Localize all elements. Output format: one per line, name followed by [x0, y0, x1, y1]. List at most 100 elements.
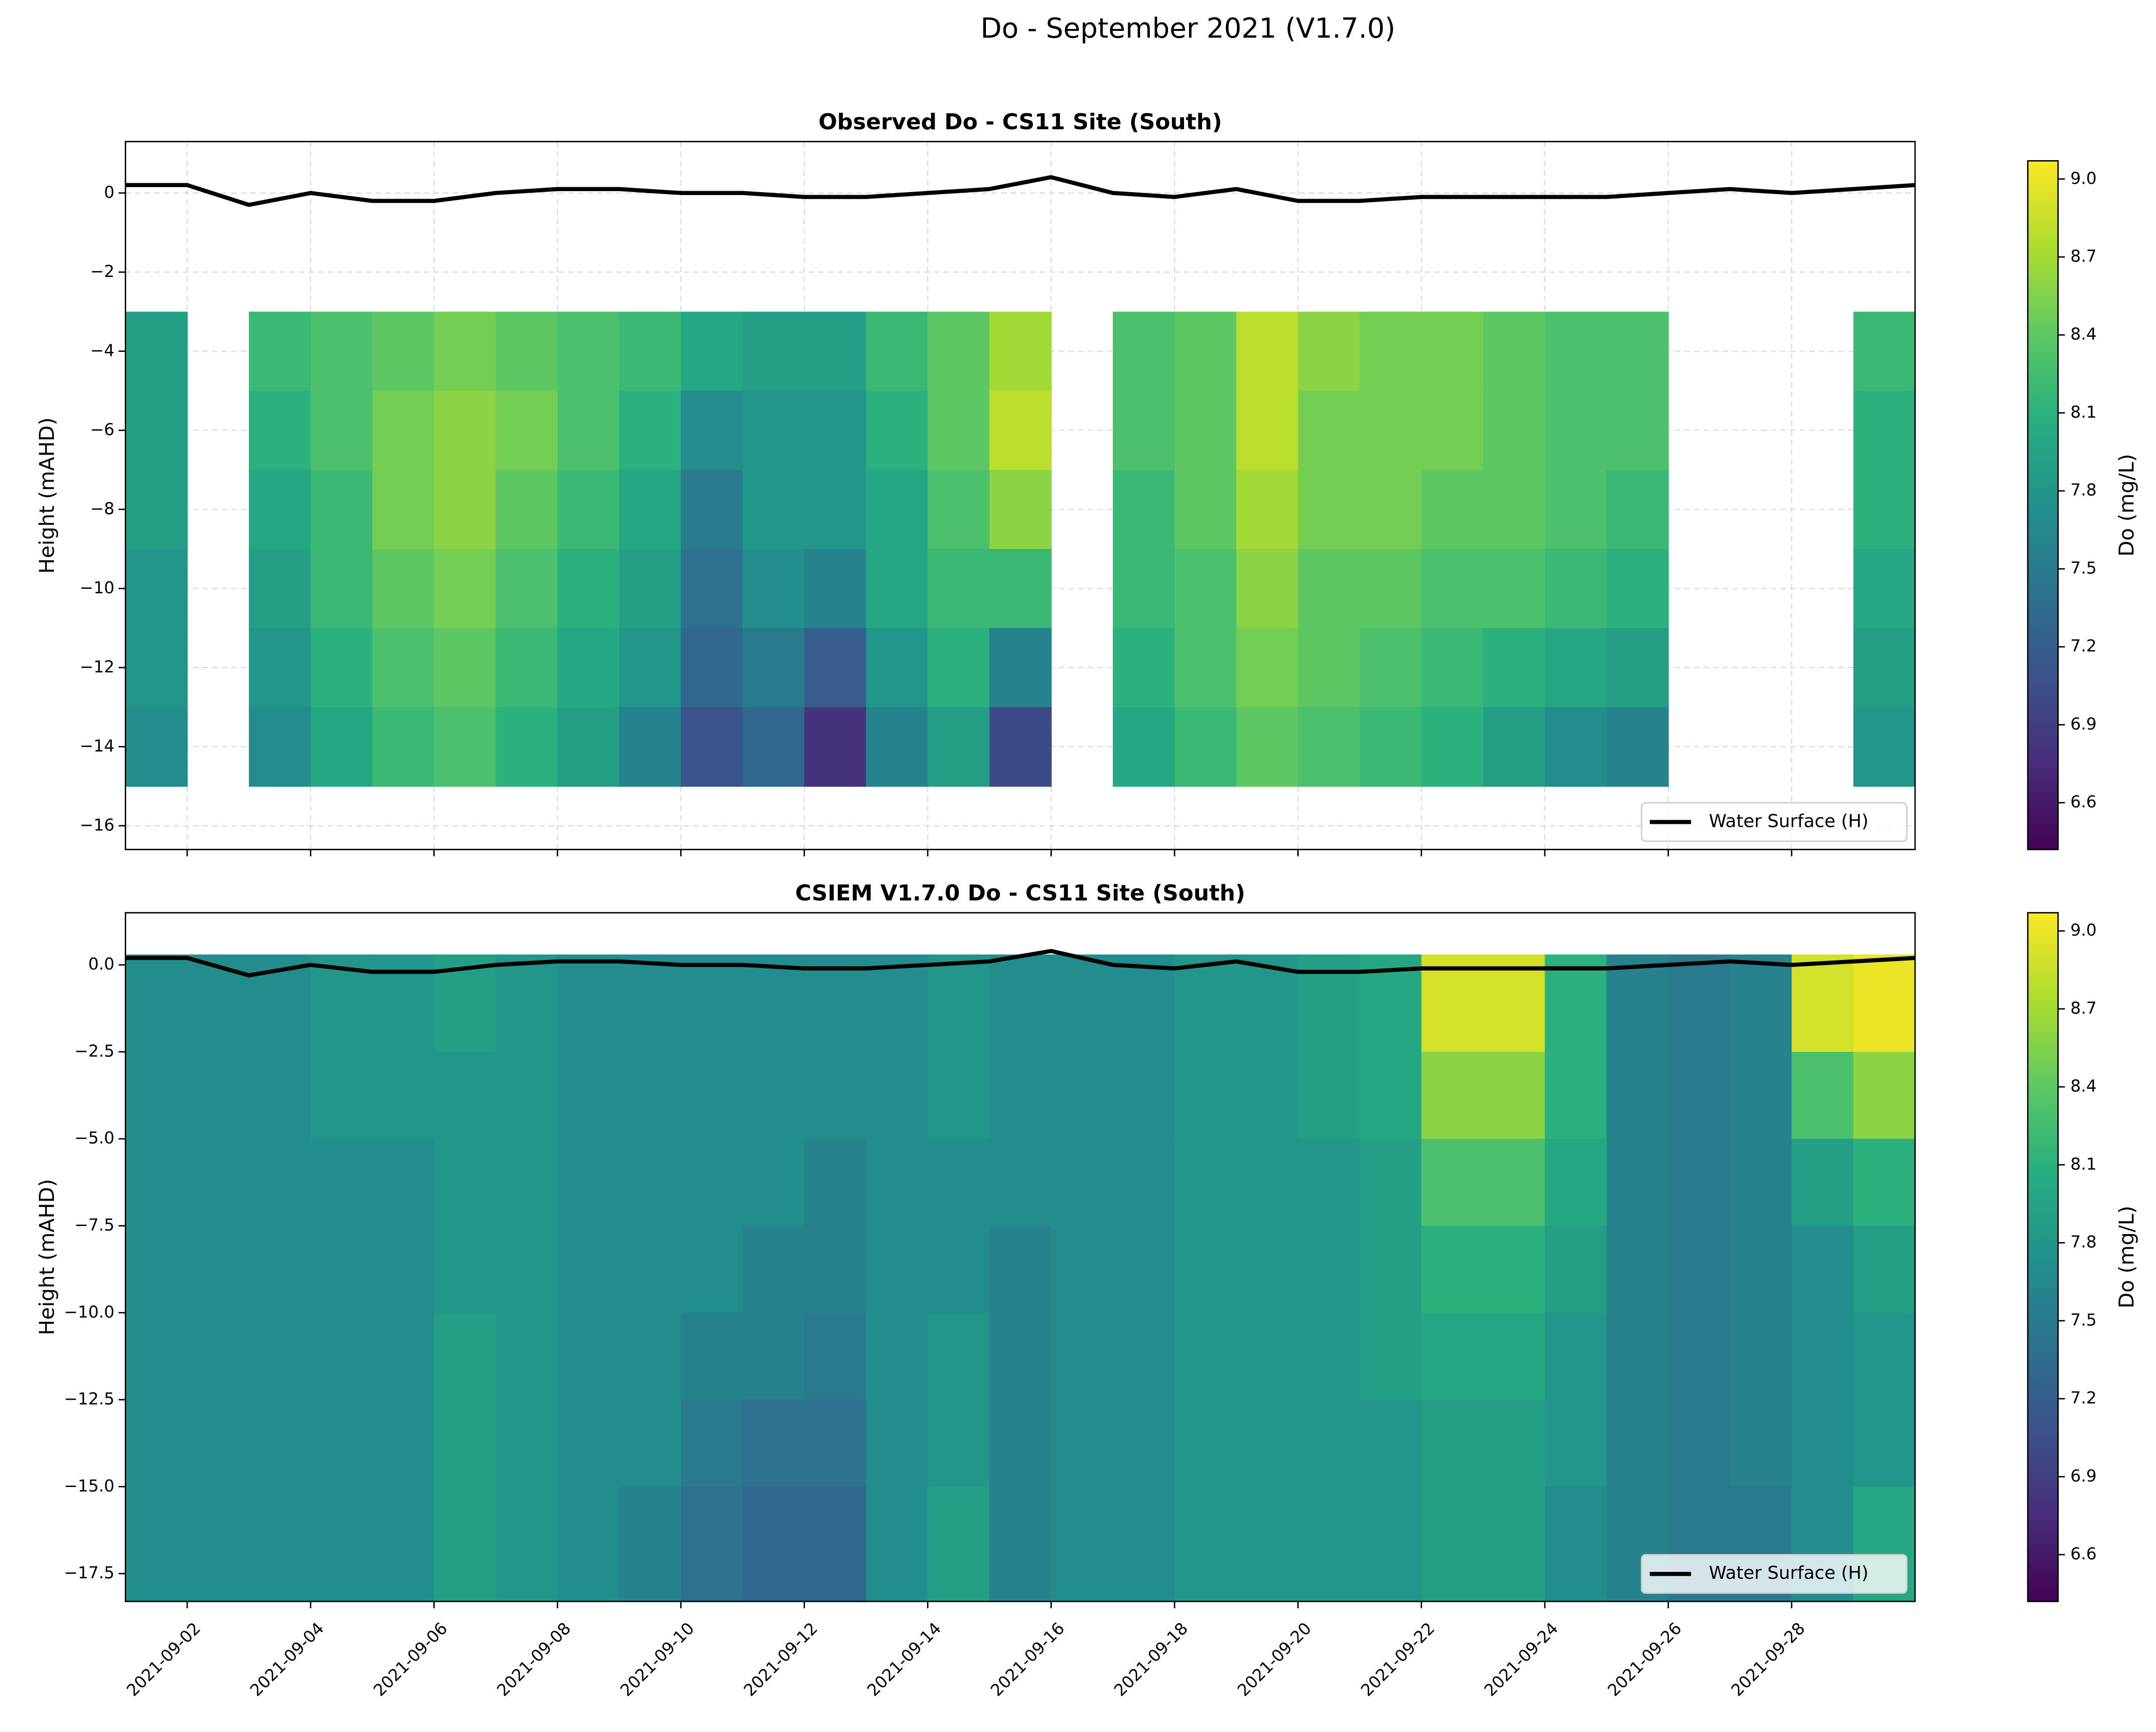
colorbar: [2027, 160, 2059, 850]
heatmap-cell: [619, 954, 682, 1053]
heatmap-cell: [1360, 1400, 1422, 1487]
heatmap-cell: [681, 311, 743, 392]
heatmap-cell: [742, 954, 805, 1053]
heatmap-cell: [1051, 1051, 1114, 1140]
heatmap-cell: [928, 707, 990, 787]
heatmap-cell: [619, 1139, 682, 1227]
heatmap-cell: [1113, 1400, 1176, 1487]
colorbar-tick-label: 6.6: [2070, 792, 2097, 811]
heatmap-cell: [1545, 549, 1607, 629]
heatmap-cell: [1791, 1312, 1854, 1401]
heatmap-cell: [1360, 1486, 1422, 1602]
heatmap-cell: [1791, 1139, 1854, 1227]
y-axis-label: Height (mAHD): [35, 417, 59, 573]
heatmap-cell: [1606, 311, 1669, 392]
heatmap-cell: [866, 1051, 929, 1140]
heatmap-cell: [1545, 1312, 1607, 1401]
heatmap-cell: [1298, 1226, 1361, 1313]
heatmap-cell: [434, 311, 496, 392]
heatmap-cell: [248, 470, 311, 550]
heatmap-cell: [1174, 391, 1237, 471]
heatmap-cell: [1298, 470, 1361, 550]
heatmap-cell: [495, 1226, 558, 1313]
heatmap-cell: [619, 1312, 682, 1401]
heatmap-cell: [1668, 1051, 1731, 1140]
y-tick-label: −2: [90, 261, 115, 281]
heatmap-cell: [1545, 1486, 1607, 1602]
heatmap-cell: [1360, 628, 1422, 708]
heatmap-cell: [1853, 1139, 1916, 1227]
y-tick-label: −6: [90, 420, 115, 439]
heatmap-cell: [1174, 628, 1237, 708]
colorbar-tick-label: 9.0: [2070, 168, 2097, 188]
heatmap-cell: [1360, 1139, 1422, 1227]
heatmap-cell: [804, 311, 867, 392]
heatmap-cell: [681, 707, 743, 787]
heatmap-cell: [1174, 707, 1237, 787]
heatmap-cell: [495, 1400, 558, 1487]
heatmap-cell: [928, 1226, 990, 1313]
heatmap-cell: [557, 707, 620, 787]
heatmap-cell: [866, 1139, 929, 1227]
colorbar-label: Do (mg/L): [2115, 1206, 2139, 1308]
heatmap-cell: [248, 1486, 311, 1602]
heatmap-cell: [1113, 391, 1176, 471]
y-tick-label: −12: [80, 657, 115, 676]
heatmap-cell: [1421, 1312, 1484, 1401]
heatmap-cell: [619, 549, 682, 629]
heatmap-cell: [989, 954, 1052, 1053]
heatmap-cell: [989, 1400, 1052, 1487]
heatmap-cell: [1360, 1312, 1422, 1401]
y-tick-label: −15.0: [64, 1476, 114, 1495]
heatmap-cell: [310, 707, 373, 787]
heatmap-cell: [434, 628, 496, 708]
heatmap-cell: [1174, 470, 1237, 550]
heatmap-cell: [187, 1486, 249, 1602]
heatmap-cell: [1545, 1139, 1607, 1227]
heatmap-cell: [434, 1400, 496, 1487]
heatmap-cell: [1606, 954, 1669, 1053]
heatmap-cell: [1360, 311, 1422, 392]
heatmap-cell: [1298, 628, 1361, 708]
heatmap-cell: [248, 549, 311, 629]
heatmap-cell: [866, 1226, 929, 1313]
heatmap-cell: [372, 549, 435, 629]
heatmap-cell: [742, 1312, 805, 1401]
heatmap-cell: [1113, 707, 1176, 787]
heatmap-cell: [1730, 1226, 1792, 1313]
heatmap-cell: [804, 470, 867, 550]
heatmap-cell: [1606, 1226, 1669, 1313]
heatmap-cell: [804, 1051, 867, 1140]
heatmap-cell: [495, 391, 558, 471]
heatmap-cell: [989, 470, 1052, 550]
heatmap-cell: [866, 1486, 929, 1602]
heatmap-cell: [1606, 1400, 1669, 1487]
y-tick-label: −7.5: [74, 1215, 114, 1235]
heatmap-cell: [125, 954, 188, 1053]
x-tick-label: 2021-09-02: [123, 1618, 204, 1700]
heatmap-cell: [187, 1226, 249, 1313]
heatmap-cell: [1483, 1051, 1546, 1140]
heatmap-cell: [1606, 628, 1669, 708]
heatmap-cell: [310, 470, 373, 550]
heatmap-cell: [681, 954, 743, 1053]
heatmap-cell: [310, 1226, 373, 1313]
heatmap-cell: [1113, 470, 1176, 550]
heatmap-cell: [928, 1312, 990, 1401]
heatmap-cell: [804, 628, 867, 708]
y-tick-label: −2.5: [74, 1041, 114, 1060]
heatmap-cell: [372, 1226, 435, 1313]
x-tick-label: 2021-09-04: [246, 1618, 327, 1700]
heatmap-cell: [989, 1312, 1052, 1401]
heatmap-cell: [1360, 470, 1422, 550]
heatmap-cell: [681, 549, 743, 629]
heatmap-cell: [1421, 470, 1484, 550]
heatmap-cell: [434, 1226, 496, 1313]
legend-box: [1641, 802, 1908, 842]
heatmap-cell: [310, 311, 373, 392]
heatmap-cell: [1606, 549, 1669, 629]
x-tick-label: 2021-09-08: [493, 1618, 574, 1700]
y-axis-label: Height (mAHD): [35, 1179, 59, 1335]
heatmap-cell: [495, 1312, 558, 1401]
plot-area: [125, 949, 1916, 1602]
